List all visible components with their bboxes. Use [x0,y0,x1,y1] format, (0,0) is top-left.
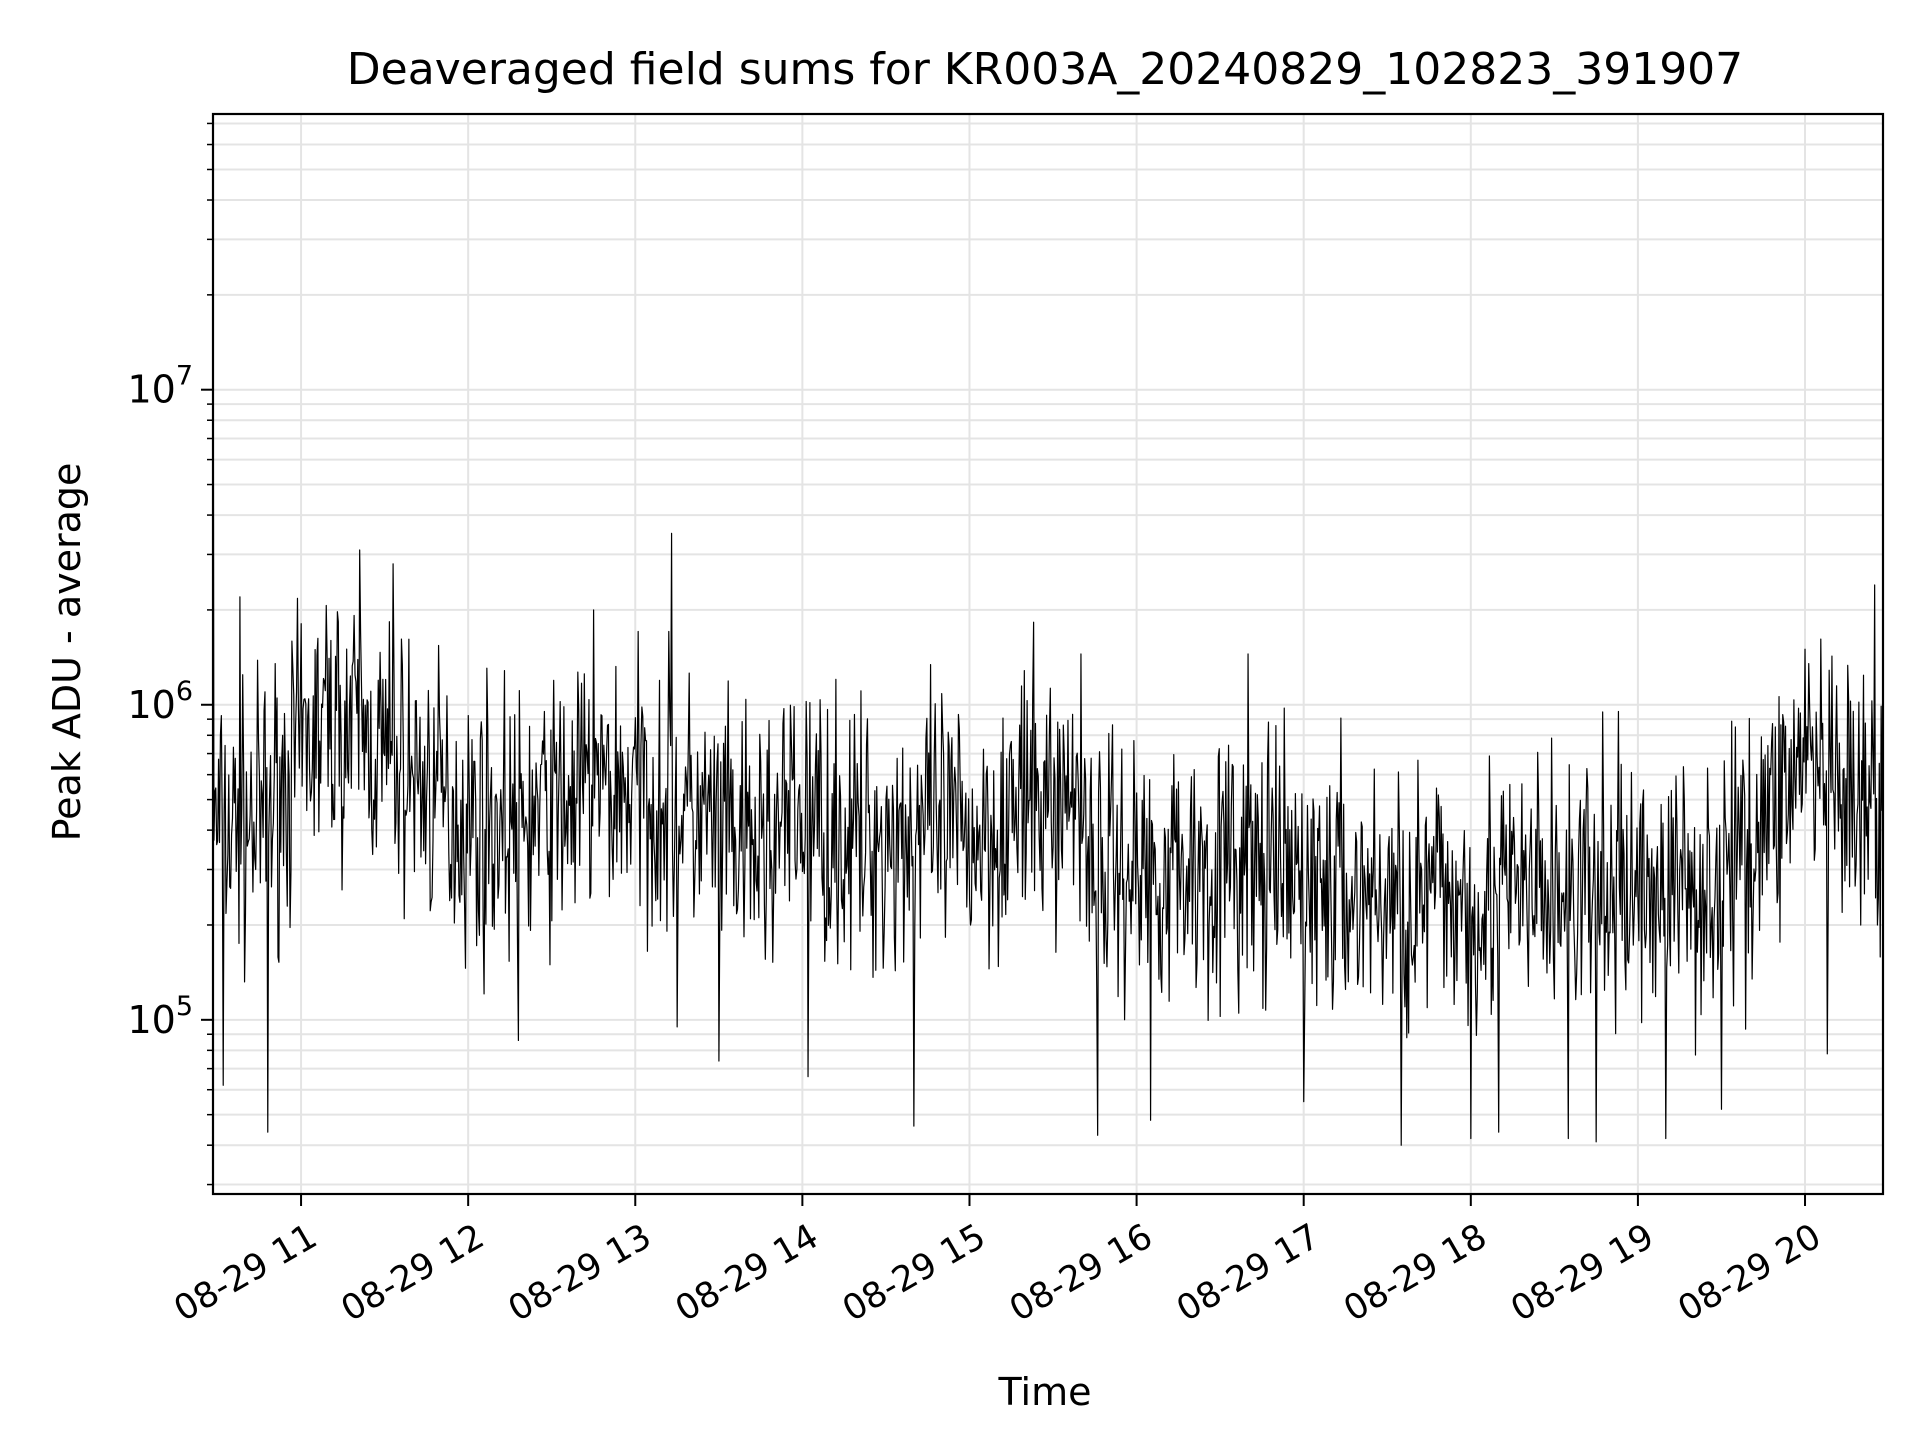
y-axis-label: Peak ADU - average [45,463,89,842]
plot-frame [211,112,1885,1196]
x-axis-label: Time [998,1370,1092,1414]
series-line [212,169,1884,1146]
y-tick-label: 106 [127,676,193,727]
series-layer [212,169,1884,1146]
chart-title: Deaveraged field sums for KR003A_2024082… [347,44,1743,95]
y-tick-label: 107 [127,361,193,412]
y-tick-label: 105 [127,991,193,1042]
